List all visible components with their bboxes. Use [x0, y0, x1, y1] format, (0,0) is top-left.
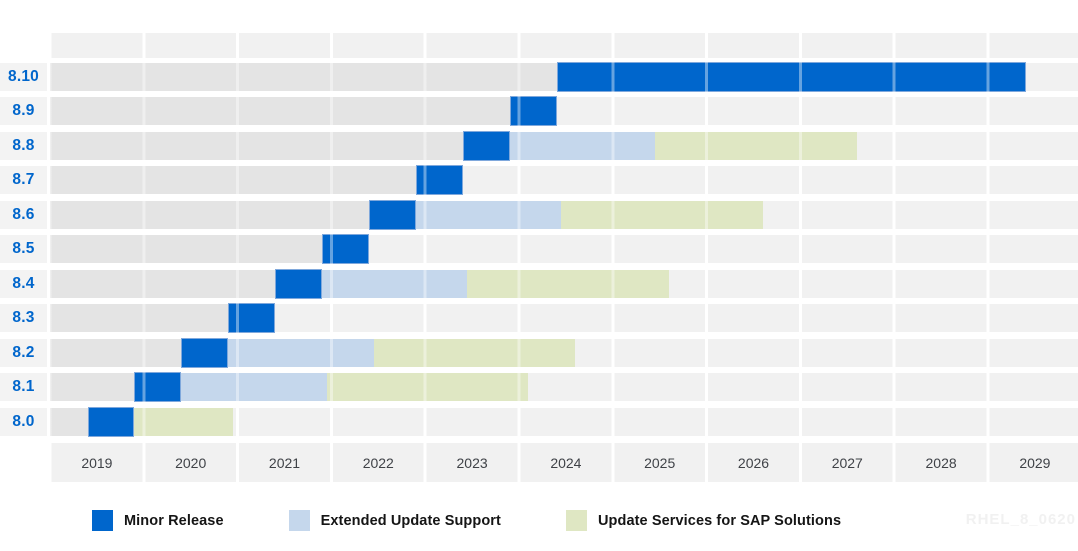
elapsed-segment-8.5 [50, 235, 323, 263]
legend-swatch-eus [288, 510, 310, 531]
elapsed-segment-8.1 [50, 373, 135, 401]
elapsed-segment-8.6 [50, 201, 369, 229]
bar-minor-8.1 [134, 372, 182, 402]
legend-swatch-minor [92, 510, 113, 531]
row-band-8.7 [50, 165, 1078, 195]
legend: Minor Release Extended Update Support Upda… [92, 510, 841, 531]
elapsed-segment-8.0 [50, 408, 88, 436]
row-band-8.10 [50, 62, 1078, 92]
legend-item-eus: Extended Update Support [288, 510, 501, 531]
elapsed-segment-8.7 [50, 166, 416, 194]
row-band-8.0 [50, 407, 1078, 437]
row-label-8.8: 8.8 [0, 132, 47, 160]
x-tick-2026: 2026 [737, 454, 770, 471]
elapsed-segment-8.8 [50, 132, 463, 160]
row-label-8.10: 8.10 [0, 63, 47, 91]
row-label-8.5: 8.5 [0, 235, 47, 263]
row-label-8.0: 8.0 [0, 408, 47, 436]
bar-sap-8.4 [467, 270, 670, 298]
bar-minor-8.4 [275, 269, 322, 299]
bar-eus-8.8 [509, 132, 655, 160]
bar-eus-8.6 [415, 201, 562, 229]
x-tick-2024: 2024 [550, 454, 582, 471]
legend-label-minor: Minor Release [124, 512, 224, 529]
bar-minor-8.9 [509, 96, 557, 126]
legend-label-eus: Extended Update Support [320, 512, 501, 529]
bar-minor-8.8 [462, 131, 510, 161]
legend-item-sap: Update Services for SAP Solutions [565, 510, 842, 531]
row-band-8.9 [50, 96, 1078, 126]
row-band-8.5 [50, 234, 1078, 264]
row-label-8.1: 8.1 [0, 373, 47, 401]
bar-eus-8.4 [322, 270, 468, 298]
bar-minor-8.6 [368, 200, 416, 230]
legend-label-sap: Update Services for SAP Solutions [597, 512, 842, 529]
row-band-8.1 [50, 372, 1078, 402]
bar-minor-8.3 [228, 303, 276, 333]
elapsed-segment-8.4 [50, 270, 276, 298]
x-tick-2027: 2027 [831, 454, 863, 471]
x-axis-band: 2019 2020 2021 2022 2023 2024 2025 2026 2027 2028… [50, 443, 1078, 482]
bar-minor-8.5 [322, 234, 369, 264]
row-label-8.6: 8.6 [0, 201, 47, 229]
row-band-8.2 [50, 338, 1078, 368]
bar-minor-8.10 [556, 62, 1026, 92]
bar-eus-8.2 [228, 339, 374, 367]
x-tick-2020: 2020 [175, 454, 207, 471]
elapsed-segment-8.3 [50, 304, 229, 332]
row-label-8.7: 8.7 [0, 166, 47, 194]
watermark-text: RHEL_8_0620 [965, 511, 1076, 528]
row-label-8.3: 8.3 [0, 304, 47, 332]
bar-minor-8.7 [415, 165, 463, 195]
bar-minor-8.2 [181, 338, 229, 368]
bar-sap-8.6 [561, 201, 763, 229]
bar-sap-8.8 [655, 132, 857, 160]
legend-item-minor: Minor Release [92, 510, 224, 531]
x-tick-2019: 2019 [81, 454, 113, 471]
bar-minor-8.0 [87, 407, 135, 437]
bar-eus-8.1 [181, 373, 327, 401]
x-tick-2023: 2023 [456, 454, 488, 471]
x-tick-2022: 2022 [362, 454, 394, 471]
x-tick-2029: 2029 [1019, 454, 1051, 471]
elapsed-segment-8.10 [50, 63, 557, 91]
row-band-8.8 [50, 131, 1078, 161]
row-band-8.4 [50, 269, 1078, 299]
bar-sap-8.0 [134, 408, 233, 436]
x-tick-2028: 2028 [925, 454, 957, 471]
elapsed-segment-8.2 [50, 339, 182, 367]
bar-sap-8.1 [326, 373, 529, 401]
legend-swatch-sap [565, 510, 587, 531]
elapsed-segment-8.9 [50, 97, 510, 125]
row-label-8.4: 8.4 [0, 270, 47, 298]
row-label-8.9: 8.9 [0, 97, 47, 125]
bar-sap-8.2 [373, 339, 576, 367]
row-label-8.2: 8.2 [0, 339, 47, 367]
row-band-8.3 [50, 303, 1078, 333]
x-tick-2025: 2025 [644, 454, 676, 471]
x-tick-2021: 2021 [268, 454, 301, 471]
top-spacer-band [50, 33, 1078, 58]
row-band-8.6 [50, 200, 1078, 230]
